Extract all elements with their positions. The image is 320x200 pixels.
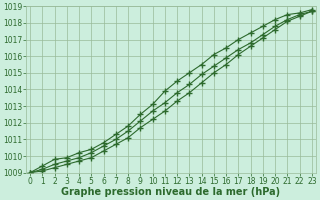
X-axis label: Graphe pression niveau de la mer (hPa): Graphe pression niveau de la mer (hPa)	[61, 187, 281, 197]
